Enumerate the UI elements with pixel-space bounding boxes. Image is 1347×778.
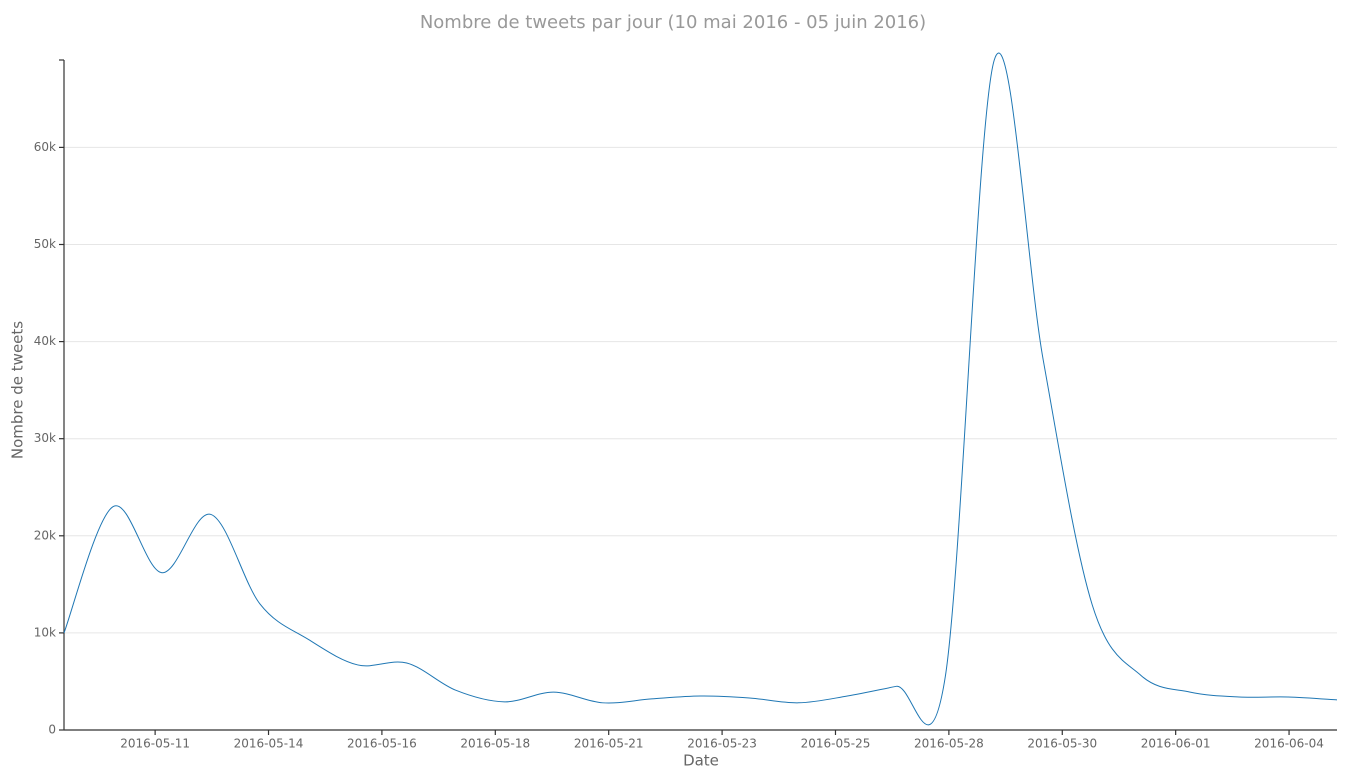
y-axis-label: Nombre de tweets <box>9 321 27 459</box>
x-tick-label: 2016-05-28 <box>914 737 984 751</box>
x-tick-label: 2016-05-21 <box>574 737 644 751</box>
y-tick-label: 60k <box>34 140 56 154</box>
x-axis-label: Date <box>683 752 719 770</box>
y-tick-label: 10k <box>34 625 56 639</box>
y-tick-label: 30k <box>34 431 56 445</box>
line <box>63 52 1338 726</box>
x-tick-label: 2016-05-23 <box>687 737 757 751</box>
x-tick-label: 2016-05-14 <box>234 737 304 751</box>
x-tick-label: 2016-06-01 <box>1141 737 1211 751</box>
chart-title: Nombre de tweets par jour (10 mai 2016 -… <box>420 12 926 33</box>
y-tick-label: 20k <box>34 528 56 542</box>
x-tick-label: 2016-05-18 <box>460 737 530 751</box>
x-tick-label: 2016-05-30 <box>1027 737 1097 751</box>
y-tick-label: 40k <box>34 334 56 348</box>
x-tick-label: 2016-05-16 <box>347 737 417 751</box>
x-tick-label: 2016-05-11 <box>120 737 190 751</box>
y-tick-label: 50k <box>34 237 56 251</box>
y-tick-label: 0 <box>48 723 56 737</box>
x-tick-label: 2016-05-25 <box>801 737 871 751</box>
x-tick-label: 2016-06-04 <box>1254 737 1324 751</box>
